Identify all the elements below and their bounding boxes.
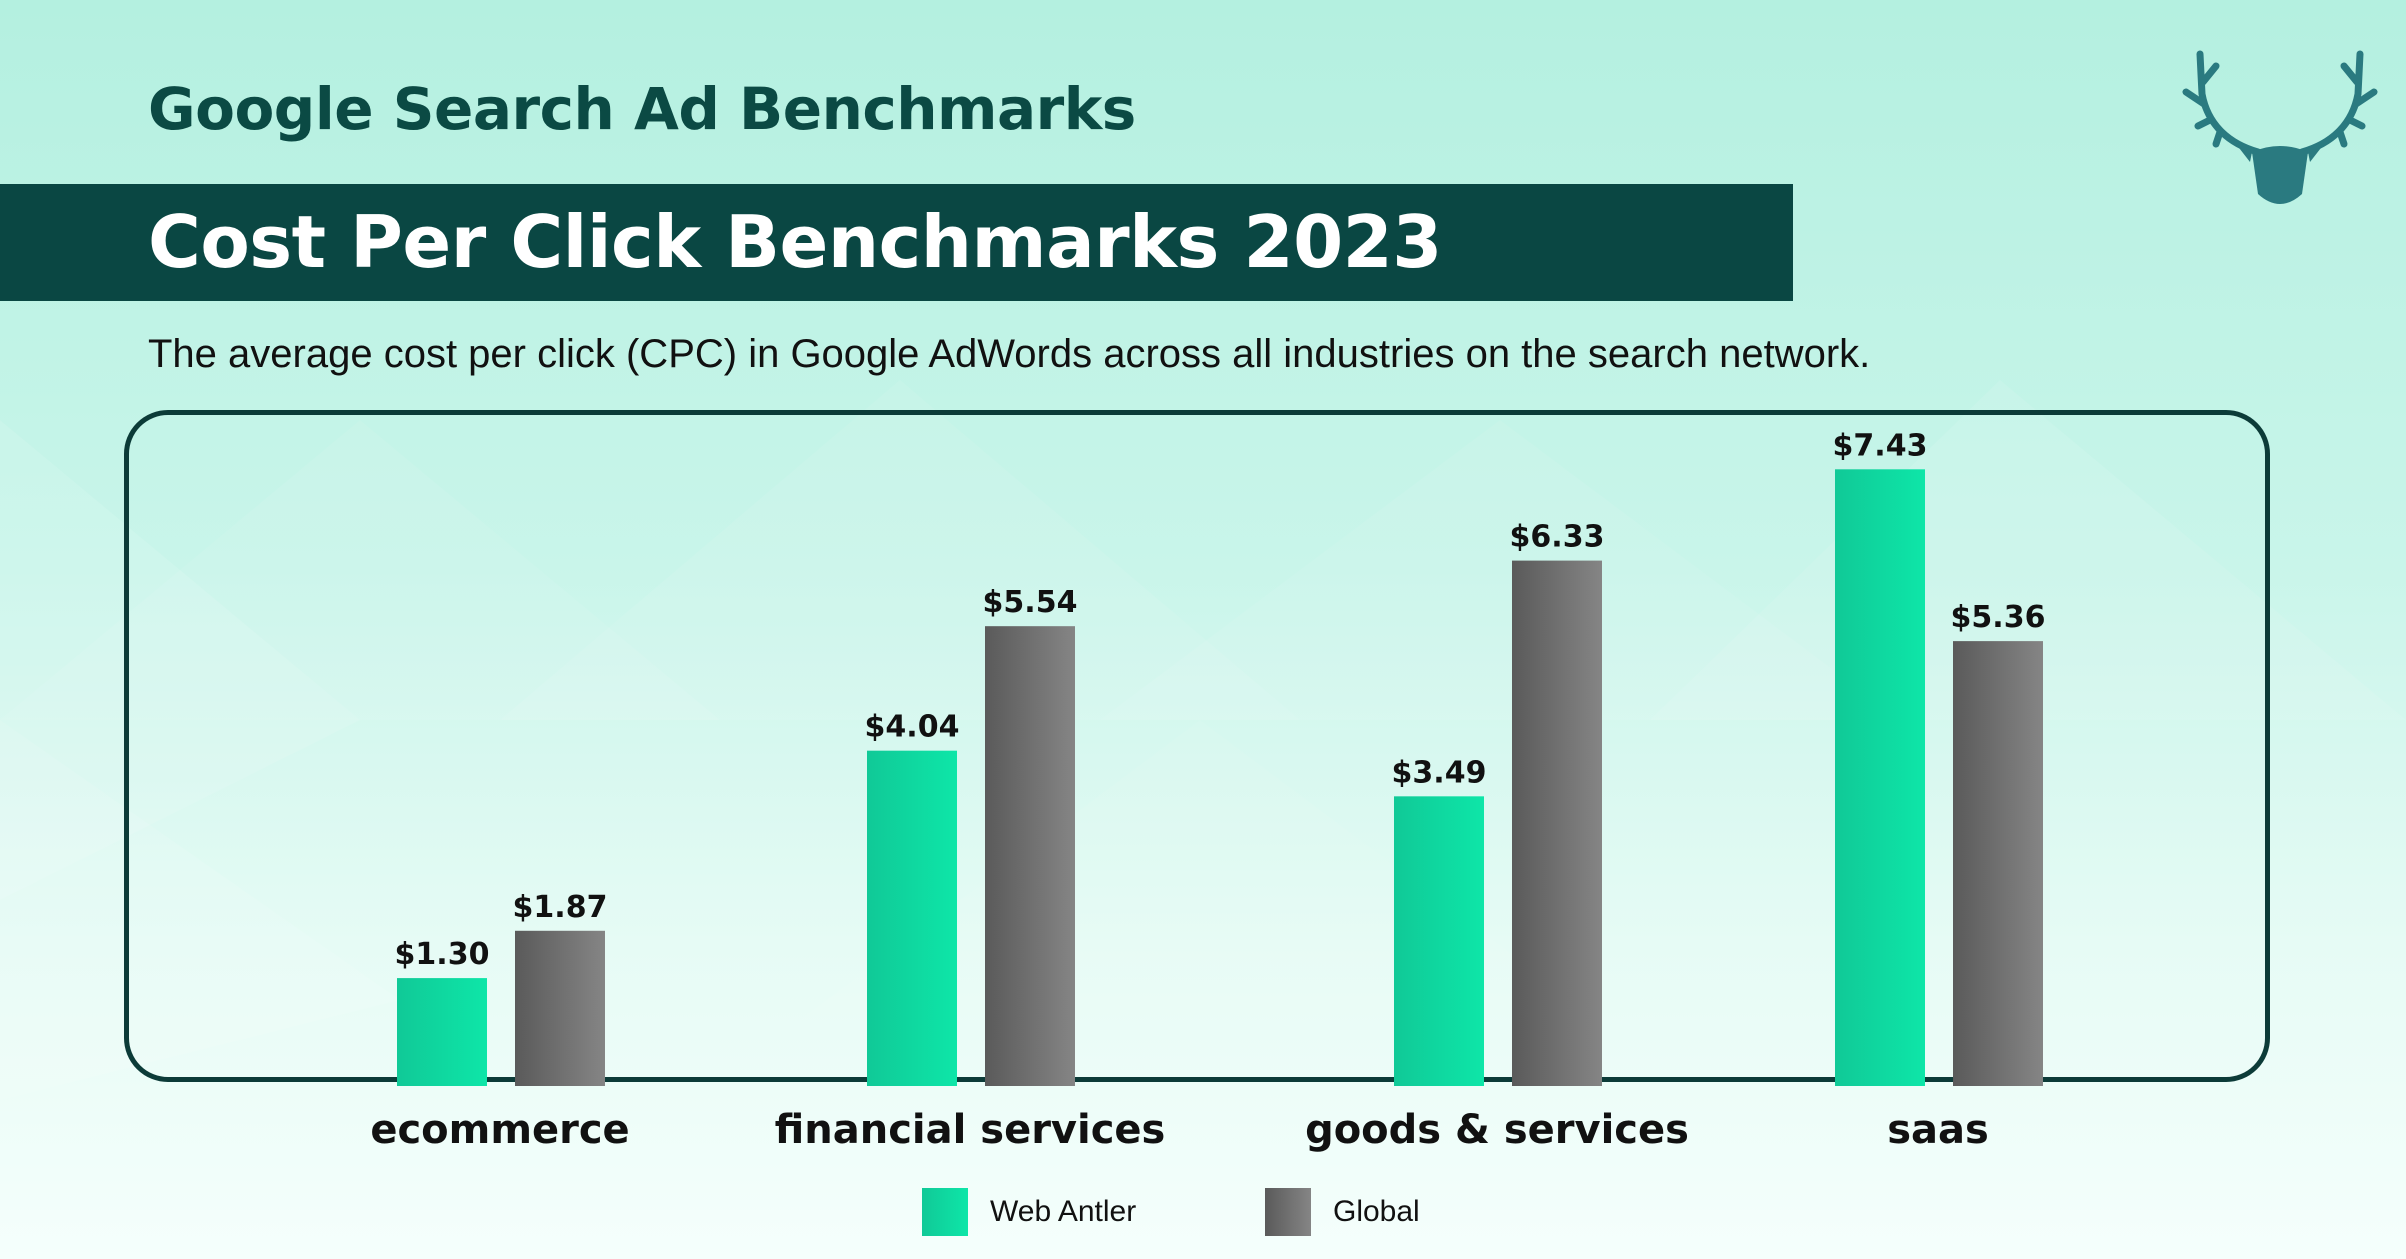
value-label-web-antler-ecommerce: $1.30 [395, 937, 490, 972]
bar-web-antler-financial-services [867, 751, 957, 1086]
value-label-global-goods-and-services: $6.33 [1510, 520, 1605, 555]
legend-swatch-web-antler [922, 1188, 968, 1236]
bar-web-antler-goods-and-services [1394, 796, 1484, 1086]
value-label-web-antler-financial-services: $4.04 [865, 710, 960, 745]
category-label-saas: saas [1887, 1107, 1989, 1153]
category-label-financial-services: financial services [775, 1107, 1166, 1153]
legend-label-global: Global [1333, 1195, 1420, 1229]
value-label-web-antler-goods-and-services: $3.49 [1392, 755, 1487, 790]
legend-item-global: Global [1265, 1188, 1420, 1236]
legend-swatch-global [1265, 1188, 1311, 1236]
category-label-goods-and-services: goods & services [1305, 1107, 1689, 1153]
bar-chart: $1.30 $1.87 ecommerce $4.04 $5.54 financial s… [0, 0, 2406, 1259]
bar-global-goods-and-services [1512, 561, 1602, 1086]
bar-web-antler-ecommerce [397, 978, 487, 1086]
value-label-global-ecommerce: $1.87 [513, 890, 608, 925]
bar-global-financial-services [985, 626, 1075, 1086]
value-label-global-saas: $5.36 [1951, 600, 2046, 635]
legend-label-web-antler: Web Antler [990, 1195, 1136, 1229]
value-label-web-antler-saas: $7.43 [1833, 428, 1928, 463]
legend-item-web-antler: Web Antler [922, 1188, 1136, 1236]
bar-web-antler-saas [1835, 469, 1925, 1086]
value-label-global-financial-services: $5.54 [983, 585, 1078, 620]
legend: Web Antler Global [0, 1188, 2406, 1238]
bar-global-ecommerce [515, 931, 605, 1086]
category-label-ecommerce: ecommerce [370, 1107, 629, 1153]
bar-global-saas [1953, 641, 2043, 1086]
